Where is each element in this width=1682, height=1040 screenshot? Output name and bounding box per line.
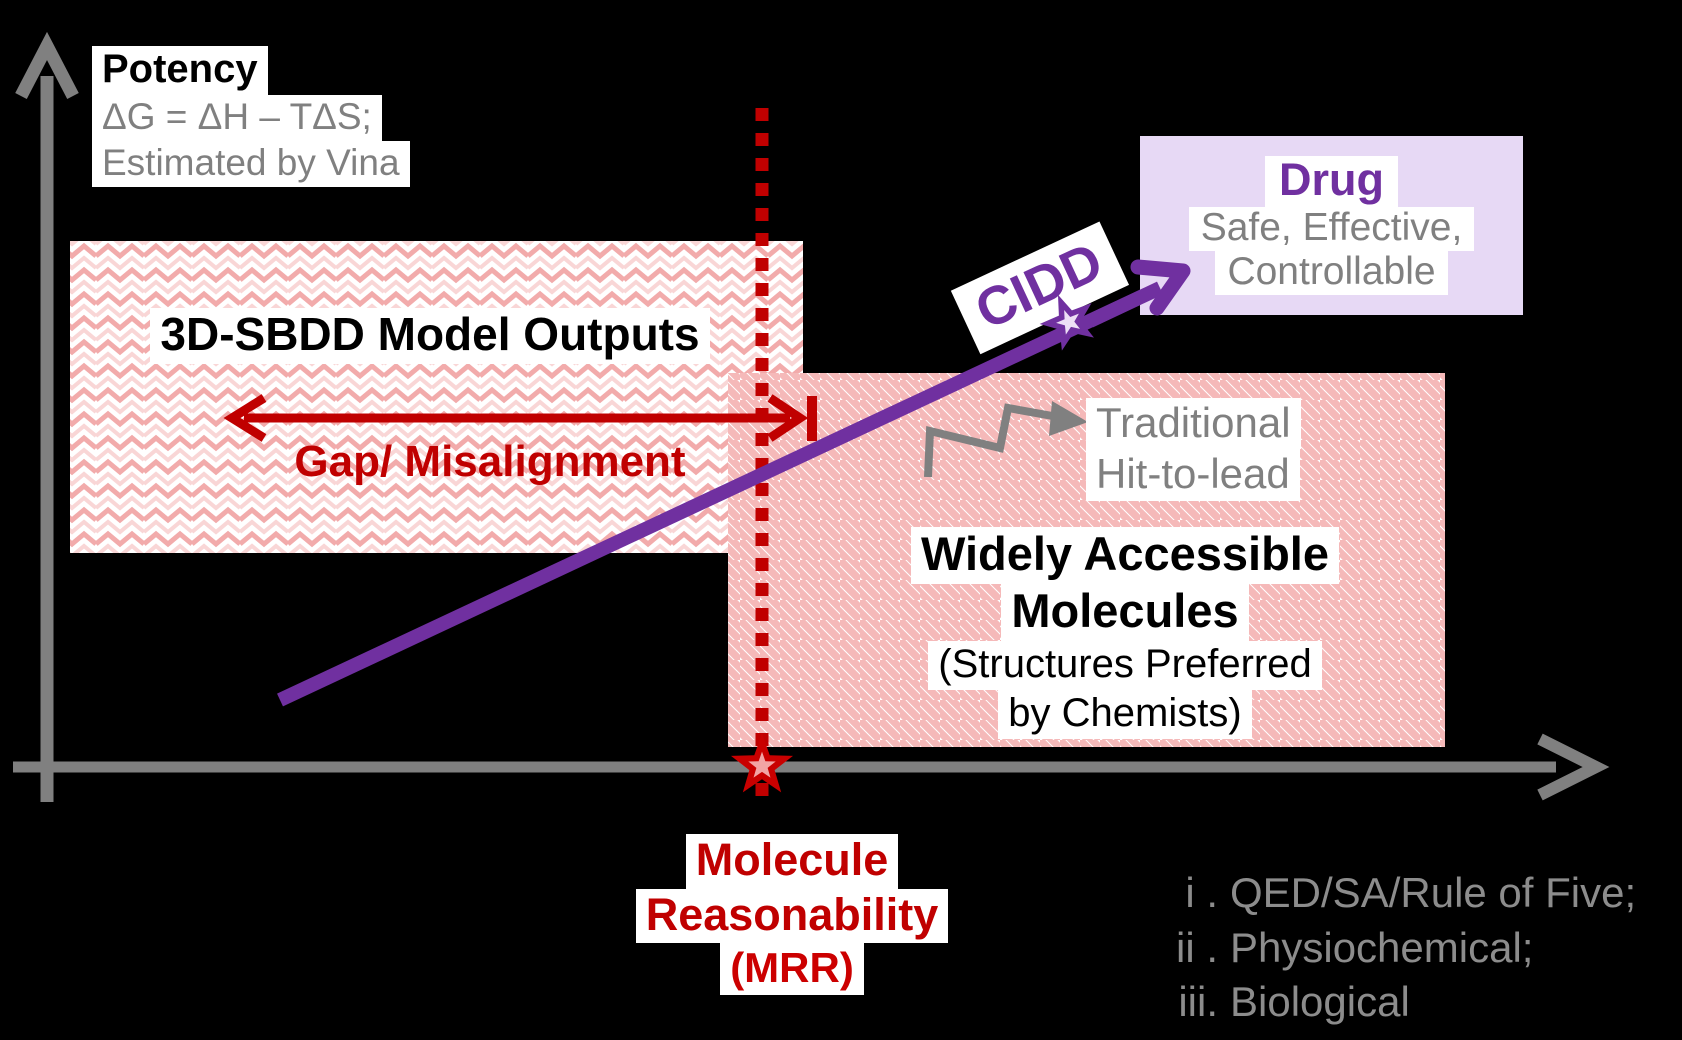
- cidd-star-icon: [1039, 294, 1094, 351]
- gap-double-arrow: [223, 394, 817, 442]
- mrr-label-2: Reasonability: [635, 888, 949, 944]
- cidd-trend-line: [277, 281, 1163, 707]
- accessible-title-1: Widely Accessible: [911, 527, 1339, 584]
- criteria-item-3: iii. Biological: [1150, 975, 1410, 1030]
- y-axis-arrow: [15, 31, 79, 802]
- accessible-title-2: Molecules: [1001, 583, 1249, 641]
- criteria-text-1: QED/SA/Rule of Five;: [1230, 869, 1637, 916]
- sbdd-region-title: 3D-SBDD Model Outputs: [150, 308, 710, 364]
- y-axis-estimator: Estimated by Vina: [92, 141, 410, 188]
- criteria-item-1: i . QED/SA/Rule of Five;: [1150, 866, 1636, 921]
- mrr-label-1: Molecule: [685, 834, 899, 889]
- criteria-list: i . QED/SA/Rule of Five; ii . Physiochem…: [1150, 866, 1636, 1030]
- y-axis-label-block: Potency ΔG = ΔH – TΔS; Estimated by Vina: [92, 46, 410, 188]
- hit-to-lead-line-1: Traditional: [1086, 398, 1301, 450]
- drug-box-subtitle-2: Controllable: [1215, 250, 1448, 295]
- gap-label-block: Gap/ Misalignment: [250, 436, 730, 490]
- criteria-item-2: ii . Physiochemical;: [1150, 921, 1533, 976]
- x-axis-arrow: [13, 733, 1610, 801]
- cidd-arrowhead: [1087, 259, 1191, 328]
- criteria-numeral-3: iii.: [1178, 978, 1218, 1026]
- y-axis-formula: ΔG = ΔH – TΔS;: [92, 95, 382, 142]
- hit-to-lead-label-block: Traditional Hit-to-lead: [1086, 398, 1301, 501]
- criteria-numeral-1: i .: [1185, 869, 1218, 916]
- criteria-text-2: Physiochemical;: [1230, 923, 1534, 971]
- accessible-region-title-block: Widely Accessible Molecules (Structures …: [870, 527, 1380, 739]
- mrr-label-3: (MRR): [720, 943, 864, 995]
- sbdd-region-box: [70, 241, 803, 553]
- accessible-subtitle-1: (Structures Preferred: [928, 640, 1322, 690]
- mrr-star-icon: [730, 733, 794, 793]
- drug-box-title: Drug: [1265, 155, 1398, 207]
- criteria-text-3: Biological: [1230, 978, 1410, 1026]
- hit-to-lead-line-2: Hit-to-lead: [1086, 449, 1300, 501]
- y-axis-title: Potency: [92, 46, 268, 96]
- drug-box: Drug Safe, Effective, Controllable: [1140, 136, 1523, 315]
- sbdd-region-title-block: 3D-SBDD Model Outputs: [100, 308, 760, 364]
- x-axis-label-block: Molecule Reasonability (MRR): [592, 834, 992, 995]
- accessible-subtitle-2: by Chemists): [998, 689, 1252, 739]
- criteria-numeral-2: ii .: [1176, 923, 1218, 971]
- drug-box-subtitle-1: Safe, Effective,: [1188, 206, 1475, 251]
- gap-label: Gap/ Misalignment: [294, 437, 686, 486]
- zigzag-arrow: [924, 401, 1088, 478]
